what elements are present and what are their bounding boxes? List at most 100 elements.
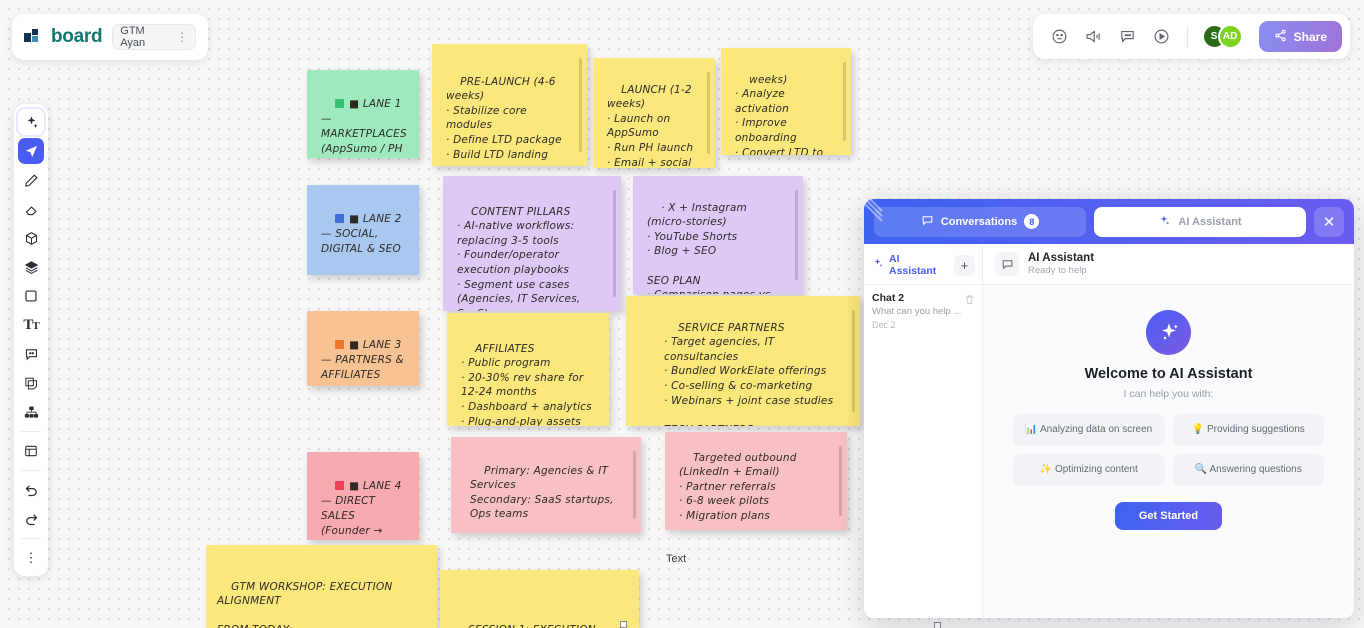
more-vertical-icon: ⋮ [24,550,38,565]
capabilities-grid: 📊 Analyzing data on screen 💡 Providing s… [1013,414,1324,486]
trash-icon[interactable] [964,294,975,308]
present-icon[interactable] [1151,26,1173,48]
board-header-card: board GTM Ayan ⋮ [12,14,208,60]
sticky-note-channels-seo[interactable]: · X + Instagram (micro-stories) · YouTub… [633,176,803,294]
chat-sidebar-title: AI Assistant [889,253,937,277]
text-icon: TT [23,316,39,333]
toolbar-divider [21,431,41,432]
share-icon [1274,29,1287,45]
comment-icon [995,252,1019,276]
capability-card[interactable]: 🔍 Answering questions [1172,454,1324,486]
note-text: · X + Instagram (micro-stories) · YouTub… [647,201,771,294]
capability-card[interactable]: 💡 Providing suggestions [1172,414,1324,446]
sticky-note-icp[interactable]: Primary: Agencies & IT Services Secondar… [451,437,641,533]
note-text: Targeted outbound (LinkedIn + Email) · P… [679,451,797,522]
board-menu-icon[interactable]: ⋮ [176,30,188,44]
tab-label: Conversations [940,215,1018,228]
tool-frame[interactable] [18,438,44,464]
megaphone-icon[interactable] [1083,26,1105,48]
tool-pen[interactable] [18,167,44,193]
tool-ai-magic[interactable] [18,109,44,135]
sticky-note-session-1[interactable]: SESSION 1: EXECUTION ALIGNMENT [440,570,639,628]
tool-mindmap[interactable] [18,399,44,425]
sparkle-icon [1146,310,1191,355]
note-text: PRE-LAUNCH (4-6 weeks) · Stabilize core … [446,75,562,166]
share-button[interactable]: Share [1258,21,1342,52]
note-text: GTM WORKSHOP: EXECUTION ALIGNMENT FROM T… [217,580,393,628]
capability-card[interactable]: 📊 Analyzing data on screen [1013,414,1165,446]
sticky-note-post-launch[interactable]: weeks) · Analyze activation · Improve on… [721,48,851,155]
note-text: ■ LANE 1 — MARKETPLACES (AppSumo / PH / … [321,98,407,155]
hierarchy-icon [24,405,39,420]
board-name-chip[interactable]: GTM Ayan ⋮ [112,24,196,50]
toolbar-divider [1186,25,1188,48]
share-label: Share [1293,29,1327,44]
tool-layers[interactable] [18,254,44,280]
lane-color-swatch [335,214,345,223]
new-chat-button[interactable]: + [954,254,975,276]
get-started-button[interactable]: Get Started [1114,502,1223,530]
chat-sidebar-header: AI Assistant + [864,244,982,284]
eraser-icon [24,202,39,217]
tool-text[interactable]: TT [18,312,44,338]
logo-text: board [51,26,103,47]
tool-comment[interactable] [18,341,44,367]
square-icon [24,289,38,303]
sticky-note-outbound[interactable]: Targeted outbound (LinkedIn + Email) · P… [665,432,847,530]
tool-sticky-note[interactable] [18,370,44,396]
tool-more[interactable]: ⋮ [18,545,44,571]
tool-redo[interactable] [18,506,44,532]
ai-assistant-panel[interactable]: Conversations 8 AI Assistant ✕ [864,199,1354,618]
welcome-title: Welcome to AI Assistant [1084,366,1253,382]
tool-rectangle[interactable] [18,283,44,309]
capability-label: Answering questions [1209,464,1302,475]
note-text: AFFILIATES · Public program · 20-30% rev… [461,342,592,426]
canvas-text-element[interactable]: Text [666,553,687,565]
tool-shapes[interactable] [18,225,44,251]
sticky-note-lane-3[interactable]: ■ LANE 3 — PARTNERS & AFFILIATES [307,311,419,386]
sticky-note-content-pillars[interactable]: CONTENT PILLARS · AI-native workflows: r… [443,176,621,311]
emoji-icon[interactable] [1049,26,1071,48]
note-text: ■ LANE 4 — DIRECT SALES (Founder → SDR →… [321,480,402,537]
top-right-toolbar[interactable]: S AD Share [1032,14,1350,59]
selection-handle[interactable] [620,621,627,628]
welcome-subtitle: I can help you with: [1123,388,1214,400]
close-icon[interactable]: ✕ [1314,206,1344,237]
left-toolbar[interactable]: TT [14,104,48,576]
tool-select[interactable] [18,138,44,164]
sticky-note-lane-2[interactable]: ■ LANE 2 — SOCIAL, DIGITAL & SEO [307,185,419,275]
avatar-group[interactable]: S AD [1201,24,1243,49]
capability-label: Providing suggestions [1206,424,1305,435]
magnifier-icon: 🔍 [1194,464,1208,475]
sticky-note-affiliates[interactable]: AFFILIATES · Public program · 20-30% rev… [447,313,609,426]
panel-resize-handle[interactable] [864,199,888,222]
chart-icon: 📊 [1025,424,1038,435]
chat-preview: What can you help ... [872,306,962,317]
capability-label: Optimizing content [1054,464,1138,475]
toolbar-divider [21,538,41,539]
lane-color-swatch [335,99,345,108]
note-text: SERVICE PARTNERS · Target agencies, IT c… [664,321,834,426]
layers-icon [24,260,39,275]
sticky-note-workshop[interactable]: GTM WORKSHOP: EXECUTION ALIGNMENT FROM T… [206,545,437,628]
comment-icon[interactable] [1117,26,1139,48]
sticky-note-launch[interactable]: LAUNCH (1-2 weeks) · Launch on AppSumo ·… [593,58,715,168]
sticky-note-pre-launch[interactable]: PRE-LAUNCH (4-6 weeks) · Stabilize core … [432,44,587,166]
note-text: ■ LANE 2 — SOCIAL, DIGITAL & SEO [321,213,406,255]
selection-handle[interactable] [934,622,941,628]
tab-conversations[interactable]: Conversations 8 [874,206,1086,237]
sticky-note-lane-1[interactable]: ■ LANE 1 — MARKETPLACES (AppSumo / PH / … [307,70,419,158]
conversation-header: AI Assistant Ready to help [983,244,1354,285]
sticky-note-partners[interactable]: SERVICE PARTNERS · Target agencies, IT c… [626,296,860,426]
chat-list-item[interactable]: Chat 2 What can you help ... Dec 2 [864,284,982,337]
tab-ai-assistant[interactable]: AI Assistant [1094,206,1306,237]
sparkle-icon: ✨ [1039,464,1053,475]
capability-card[interactable]: ✨ Optimizing content [1013,454,1165,486]
sticky-notes-icon [24,376,39,391]
avatar[interactable]: AD [1217,24,1243,49]
tool-undo[interactable] [18,477,44,503]
note-text: ■ LANE 3 — PARTNERS & AFFILIATES [321,339,408,381]
tool-eraser[interactable] [18,196,44,222]
sticky-note-lane-4[interactable]: ■ LANE 4 — DIRECT SALES (Founder → SDR →… [307,452,419,540]
